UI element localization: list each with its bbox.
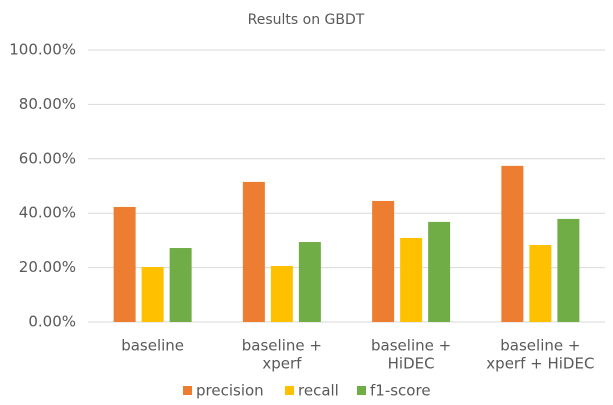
bar	[298, 242, 321, 322]
bar	[428, 221, 451, 322]
y-tick-label: 0.00%	[28, 313, 76, 331]
legend-label: f1-score	[370, 382, 431, 400]
bar	[557, 218, 580, 322]
y-tick-label: 40.00%	[19, 204, 76, 222]
bar	[242, 181, 265, 322]
x-tick-label: xperf + HiDEC	[486, 355, 594, 373]
bar	[169, 248, 192, 322]
x-tick-label: baseline +	[242, 337, 322, 355]
legend-label: recall	[298, 382, 339, 400]
bar	[529, 245, 552, 322]
y-tick-label: 20.00%	[19, 258, 76, 276]
bar	[372, 200, 395, 322]
chart-title: Results on GBDT	[248, 12, 365, 28]
y-tick-label: 80.00%	[19, 95, 76, 113]
x-tick-label: xperf	[262, 355, 302, 373]
legend-label: precision	[196, 382, 264, 400]
x-tick-label: HiDEC	[388, 355, 435, 373]
legend-swatch	[183, 386, 192, 395]
y-tick-label: 100.00%	[9, 41, 76, 59]
x-tick-label: baseline +	[500, 337, 580, 355]
bar	[400, 237, 423, 322]
legend-swatch	[285, 386, 294, 395]
x-tick-label: baseline +	[371, 337, 451, 355]
bar	[113, 206, 136, 322]
legend-swatch	[357, 386, 366, 395]
bar	[270, 265, 293, 322]
x-tick-label: baseline	[121, 337, 184, 355]
bar	[501, 165, 524, 322]
y-tick-label: 60.00%	[19, 149, 76, 167]
bar	[141, 267, 164, 322]
